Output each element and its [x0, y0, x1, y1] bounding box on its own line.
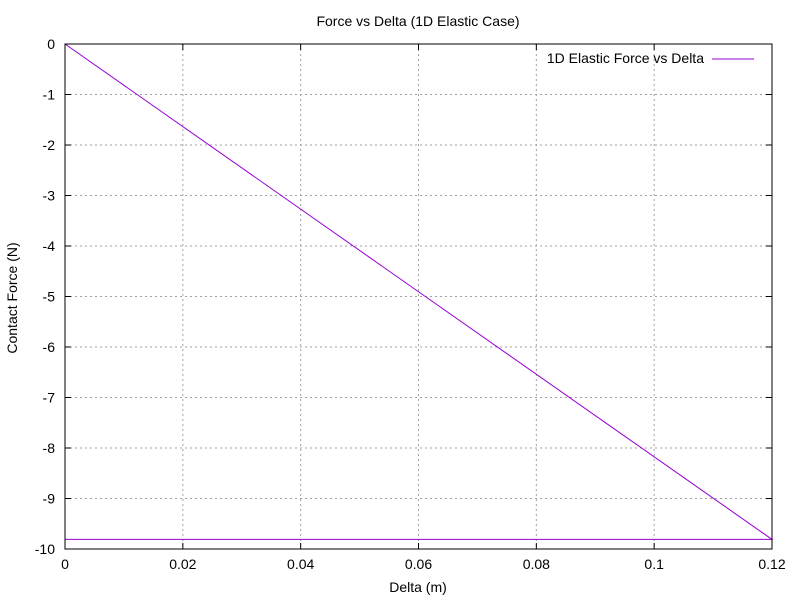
y-tick-label: -10: [35, 541, 55, 557]
x-axis-label: Delta (m): [389, 579, 447, 595]
x-tick-label: 0.02: [169, 556, 196, 572]
y-tick-labels: 0 -1 -2 -3 -4 -5 -6 -7 -8 -9 -10: [35, 36, 55, 557]
x-tick-label: 0.06: [405, 556, 432, 572]
legend: 1D Elastic Force vs Delta: [547, 50, 754, 66]
x-tick-label: 0.12: [758, 556, 785, 572]
chart-title: Force vs Delta (1D Elastic Case): [316, 13, 519, 29]
x-tick-label: 0.04: [287, 556, 314, 572]
y-tick-label: -6: [43, 339, 56, 355]
x-tick-label: 0: [61, 556, 69, 572]
y-tick-label: -3: [43, 188, 56, 204]
x-tick-labels: 0 0.02 0.04 0.06 0.08 0.1 0.12: [61, 556, 786, 572]
x-tick-label: 0.08: [523, 556, 550, 572]
y-tick-label: -8: [43, 440, 56, 456]
y-tick-label: -7: [43, 390, 56, 406]
y-tick-label: -1: [43, 87, 56, 103]
y-axis-label: Contact Force (N): [4, 242, 20, 353]
x-tick-label: 0.1: [644, 556, 664, 572]
y-tick-label: -2: [43, 137, 56, 153]
grid: [65, 44, 772, 549]
y-tick-label: -4: [43, 238, 56, 254]
legend-label: 1D Elastic Force vs Delta: [547, 50, 704, 66]
axis-ticks: [64, 43, 773, 550]
y-tick-label: -9: [43, 491, 56, 507]
y-tick-label: -5: [43, 289, 56, 305]
y-tick-label: 0: [47, 36, 55, 52]
